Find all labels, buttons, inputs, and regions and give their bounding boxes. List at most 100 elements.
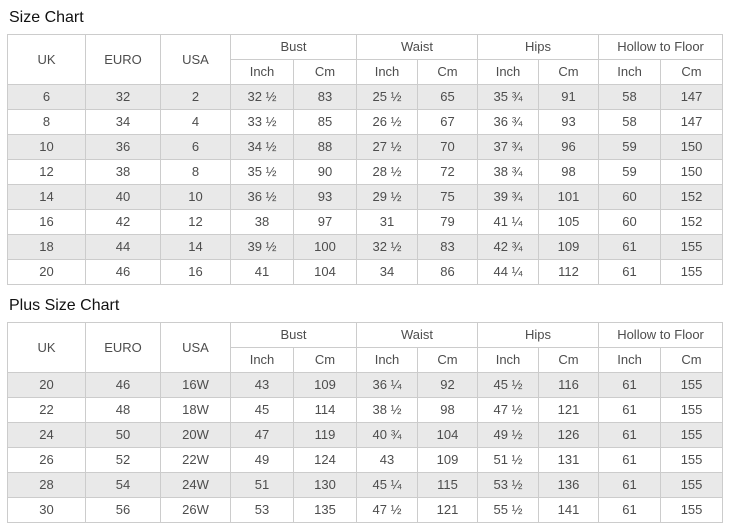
table-cell: 36 ½ [230, 184, 294, 210]
table-cell: 55 ½ [477, 497, 540, 523]
header-unit-row: Inch Cm Inch Cm Inch Cm Inch Cm [8, 59, 724, 85]
column-header-hollow-to-floor: Hollow to Floor [598, 34, 724, 60]
size-chart-header: UK EURO USA Bust Waist Hips Hollow to Fl… [7, 34, 724, 85]
table-cell: 93 [538, 109, 600, 135]
column-header-euro: EURO [85, 322, 161, 373]
table-cell: 40 [85, 184, 161, 210]
table-cell: 20 [7, 372, 86, 398]
table-cell: 8 [160, 159, 231, 185]
table-cell: 27 ½ [356, 134, 419, 160]
table-cell: 61 [598, 372, 662, 398]
table-cell: 54 [85, 472, 161, 498]
table-cell: 42 ¾ [477, 234, 540, 260]
table-cell: 28 ½ [356, 159, 419, 185]
unit-header-cm: Cm [417, 347, 479, 373]
table-cell: 58 [598, 109, 662, 135]
table-cell: 14 [160, 234, 231, 260]
table-cell: 34 [356, 259, 419, 285]
table-cell: 75 [417, 184, 479, 210]
table-cell: 24 [7, 422, 86, 448]
table-cell: 37 ¾ [477, 134, 540, 160]
unit-header-cm: Cm [417, 59, 479, 85]
table-cell: 2 [160, 84, 231, 110]
table-cell: 131 [538, 447, 600, 473]
table-cell: 86 [417, 259, 479, 285]
column-header-usa: USA [160, 34, 231, 85]
table-cell: 141 [538, 497, 600, 523]
table-cell: 35 ½ [230, 159, 294, 185]
table-row: 30 56 26W 53 135 47 ½ 121 55 ½ 141 61 155 [7, 497, 724, 523]
table-cell: 88 [292, 134, 358, 160]
table-cell: 20W [160, 422, 231, 448]
table-cell: 49 [230, 447, 294, 473]
table-cell: 96 [538, 134, 600, 160]
table-cell: 36 [85, 134, 161, 160]
unit-header-cm: Cm [292, 59, 358, 85]
table-cell: 98 [538, 159, 600, 185]
size-chart-title: Size Chart [9, 9, 84, 26]
table-cell: 6 [7, 84, 86, 110]
table-cell: 26W [160, 497, 231, 523]
table-cell: 152 [660, 209, 724, 235]
header-unit-row: Inch Cm Inch Cm Inch Cm Inch Cm [8, 347, 724, 373]
table-cell: 47 [230, 422, 294, 448]
table-cell: 59 [598, 159, 662, 185]
table-cell: 155 [660, 447, 724, 473]
table-cell: 112 [538, 259, 600, 285]
table-cell: 18W [160, 397, 231, 423]
table-cell: 155 [660, 422, 724, 448]
table-cell: 98 [417, 397, 479, 423]
column-header-waist: Waist [356, 322, 479, 348]
table-cell: 40 ¾ [356, 422, 419, 448]
table-cell: 48 [85, 397, 161, 423]
size-chart-table: UK EURO USA Bust Waist Hips Hollow to Fl… [7, 34, 724, 285]
table-cell: 12 [160, 209, 231, 235]
table-cell: 49 ½ [477, 422, 540, 448]
table-cell: 8 [7, 109, 86, 135]
column-header-waist: Waist [356, 34, 479, 60]
table-cell: 116 [538, 372, 600, 398]
table-cell: 32 [85, 84, 161, 110]
table-cell: 147 [660, 84, 724, 110]
table-cell: 44 [85, 234, 161, 260]
table-cell: 61 [598, 497, 662, 523]
table-cell: 26 ½ [356, 109, 419, 135]
table-cell: 45 [230, 397, 294, 423]
table-cell: 85 [292, 109, 358, 135]
unit-header-inch: Inch [598, 347, 662, 373]
table-cell: 105 [538, 209, 600, 235]
table-cell: 36 ¾ [477, 109, 540, 135]
table-cell: 61 [598, 234, 662, 260]
table-cell: 41 [230, 259, 294, 285]
table-cell: 32 ½ [356, 234, 419, 260]
unit-header-inch: Inch [230, 347, 294, 373]
unit-header-cm: Cm [292, 347, 358, 373]
table-cell: 155 [660, 372, 724, 398]
table-cell: 16 [7, 209, 86, 235]
table-cell: 38 ½ [356, 397, 419, 423]
table-cell: 109 [292, 372, 358, 398]
table-row: 8 34 4 33 ½ 85 26 ½ 67 36 ¾ 93 58 147 [7, 109, 724, 135]
table-cell: 65 [417, 84, 479, 110]
table-cell: 28 [7, 472, 86, 498]
table-cell: 33 ½ [230, 109, 294, 135]
size-chart-body: 6 32 2 32 ½ 83 25 ½ 65 35 ¾ 91 58 147 8 34 4 33 ½ 85 26 … [7, 84, 724, 285]
table-cell: 52 [85, 447, 161, 473]
header-group-row: UK EURO USA Bust Waist Hips Hollow to Fl… [7, 34, 724, 85]
table-cell: 155 [660, 234, 724, 260]
table-cell: 109 [417, 447, 479, 473]
table-cell: 38 ¾ [477, 159, 540, 185]
table-cell: 91 [538, 84, 600, 110]
table-cell: 6 [160, 134, 231, 160]
table-cell: 45 ¼ [356, 472, 419, 498]
table-cell: 58 [598, 84, 662, 110]
table-cell: 61 [598, 397, 662, 423]
table-cell: 50 [85, 422, 161, 448]
table-cell: 93 [292, 184, 358, 210]
table-cell: 126 [538, 422, 600, 448]
column-header-bust: Bust [229, 34, 358, 60]
table-cell: 56 [85, 497, 161, 523]
table-cell: 43 [230, 372, 294, 398]
table-cell: 53 ½ [477, 472, 540, 498]
